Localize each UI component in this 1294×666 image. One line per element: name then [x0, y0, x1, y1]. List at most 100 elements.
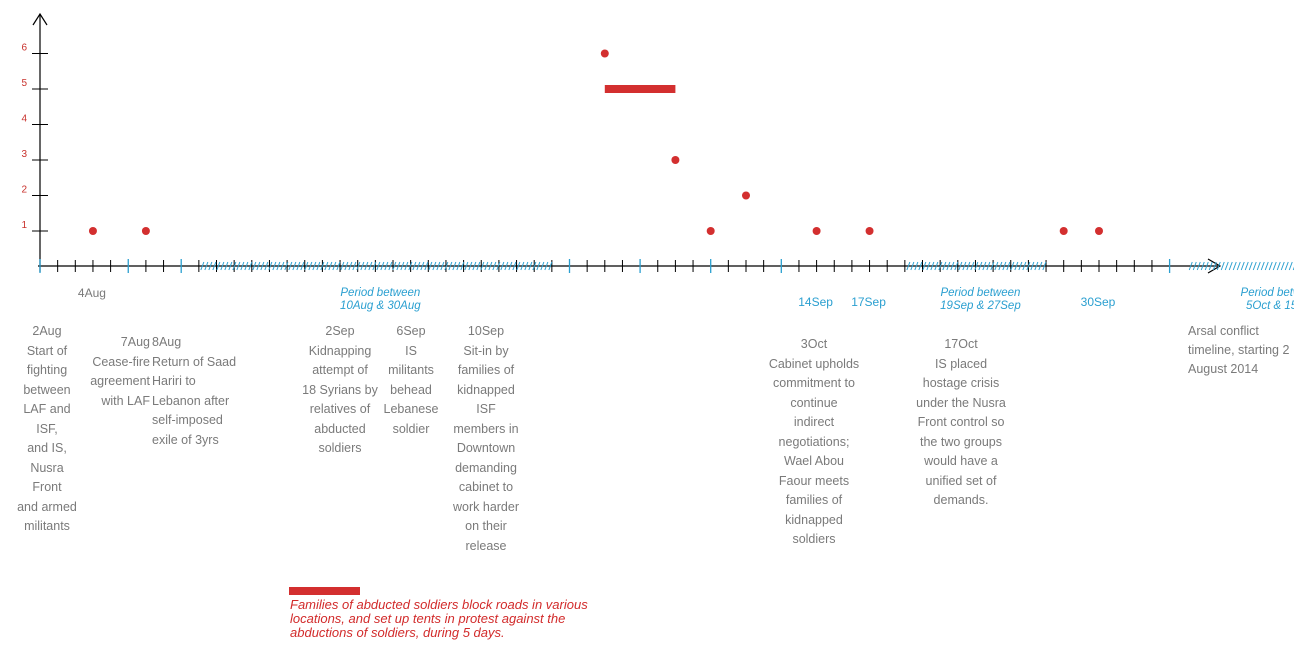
period-hatch-mark	[1018, 261, 1023, 271]
period-hatch-mark	[1192, 261, 1197, 271]
data-point	[812, 227, 821, 235]
annotation-line: soldiers	[318, 441, 362, 455]
period-hatch-mark	[364, 261, 369, 271]
period-hatch-mark	[328, 261, 333, 271]
annotation-line: hostage crisis	[922, 376, 1000, 390]
period-hatch-mark	[504, 261, 509, 271]
period-hatch-mark	[1236, 261, 1241, 271]
period-hatch-mark	[336, 261, 341, 271]
period-hatch-mark	[998, 261, 1003, 271]
annotation-line: 7Aug	[120, 335, 150, 349]
period-hatch-mark	[304, 261, 309, 271]
legend-duration-bar	[289, 587, 360, 595]
period-hatch-mark	[1026, 261, 1031, 271]
period-hatch-mark	[472, 261, 477, 271]
period-hatch-mark	[1200, 261, 1205, 271]
annotation-line: 8Aug	[152, 335, 182, 349]
annotation-line: release	[465, 538, 507, 553]
annotation-line: and IS,	[27, 441, 67, 455]
period-hatch-mark	[512, 261, 517, 271]
annotation-line: the two groups	[920, 434, 1002, 449]
period-hatch-mark	[432, 261, 437, 271]
annotation-line: soldiers	[792, 532, 836, 546]
period-hatch-mark	[352, 261, 357, 271]
period-hatch-mark	[1256, 261, 1261, 271]
period-hatch-mark	[1006, 261, 1011, 271]
period-hatch-mark	[344, 261, 349, 271]
annotation-line: 10Sep	[467, 324, 505, 338]
period-hatch-mark	[480, 261, 485, 271]
period-hatch-mark	[910, 261, 915, 271]
annotation-line: Cease-fire	[92, 354, 150, 369]
period-hatch-mark	[392, 261, 397, 271]
period-hatch-mark	[296, 261, 301, 271]
period-hatch-mark	[428, 261, 433, 271]
period-hatch-mark	[1228, 261, 1233, 271]
axes	[32, 12, 1222, 274]
period-hatch-mark	[232, 261, 237, 271]
period-hatch-mark	[404, 261, 409, 271]
annotation-line: 2Sep	[325, 324, 355, 338]
period-hatch-mark	[1220, 261, 1225, 271]
period-hatch-mark	[284, 261, 289, 271]
annotation-3oct: 3Oct Cabinet upholds commitment to continue…	[758, 335, 870, 550]
data-point	[88, 227, 97, 235]
period-hatch-mark	[376, 261, 381, 271]
period-hatch-mark	[1252, 261, 1257, 271]
period-hatch-mark	[1272, 261, 1277, 271]
data-point	[600, 49, 609, 58]
annotation-17oct: 17Oct IS placed hostage crisis under the Nu…	[906, 335, 1016, 511]
annotation-line: IS	[405, 343, 417, 358]
period-hatch-mark	[496, 261, 501, 271]
period-hatch-mark	[440, 261, 445, 271]
period-hatch-mark	[492, 261, 497, 271]
x-axis-arrow	[1207, 258, 1222, 274]
data-point	[1059, 227, 1068, 235]
period-hatch-mark	[244, 261, 249, 271]
annotation-line: demands.	[933, 493, 989, 507]
period-hatch-mark	[1224, 261, 1229, 271]
y-tick-label: 3	[21, 149, 27, 160]
period-hatch-mark	[950, 261, 955, 271]
annotation-line: fighting	[26, 363, 68, 377]
period-label: 10Aug & 30Aug	[340, 300, 421, 312]
annotation-line: ISF	[476, 402, 496, 416]
annotation-line: Return of Saad	[152, 354, 237, 369]
period-hatch-mark	[260, 261, 265, 271]
period-hatch-mark	[420, 261, 425, 271]
period-hatch-mark	[520, 261, 525, 271]
period-hatch-mark	[484, 261, 489, 271]
annotation-line: behead	[390, 382, 432, 397]
period-label: Period between	[940, 287, 1020, 299]
annotation-line: Start of	[26, 343, 68, 358]
annotation-line: Front control so	[917, 415, 1005, 429]
period-hatch-mark	[954, 261, 959, 271]
data-point	[141, 227, 150, 235]
data-point	[865, 227, 874, 235]
y-tick-label: 2	[21, 185, 27, 196]
annotation-line: kidnapped	[785, 512, 843, 527]
period-hatch-mark	[468, 261, 473, 271]
annotation-line: Lebanon after	[152, 393, 230, 408]
period-hatch-mark	[934, 261, 939, 271]
annotation-line: exile of 3yrs	[152, 432, 219, 447]
annotation-2sep: 2Sep Kidnapping attempt of 18 Syrians by rel…	[298, 322, 382, 459]
period-hatch-mark	[1260, 261, 1265, 271]
y-tick-label: 6	[21, 43, 27, 54]
annotation-8aug: 8Aug Return of Saad Hariri to Lebanon after…	[152, 333, 248, 450]
period-hatch-mark	[356, 261, 361, 271]
period-hatch-mark	[308, 261, 313, 271]
period-hatch-mark	[452, 261, 457, 271]
annotation-line: soldier	[392, 421, 430, 436]
period-hatch-mark	[348, 261, 353, 271]
annotation-line: 2Aug	[32, 324, 62, 338]
annotation-line: commitment to	[773, 376, 855, 390]
period-hatch-mark	[236, 261, 241, 271]
period-hatch-mark	[906, 261, 911, 271]
period-hatch-mark	[240, 261, 245, 271]
period-hatch-mark	[340, 261, 345, 271]
period-hatch-mark	[982, 261, 987, 271]
annotation-line: agreement	[90, 374, 150, 388]
period-hatch-mark	[986, 261, 991, 271]
period-label: Period between	[340, 287, 420, 299]
